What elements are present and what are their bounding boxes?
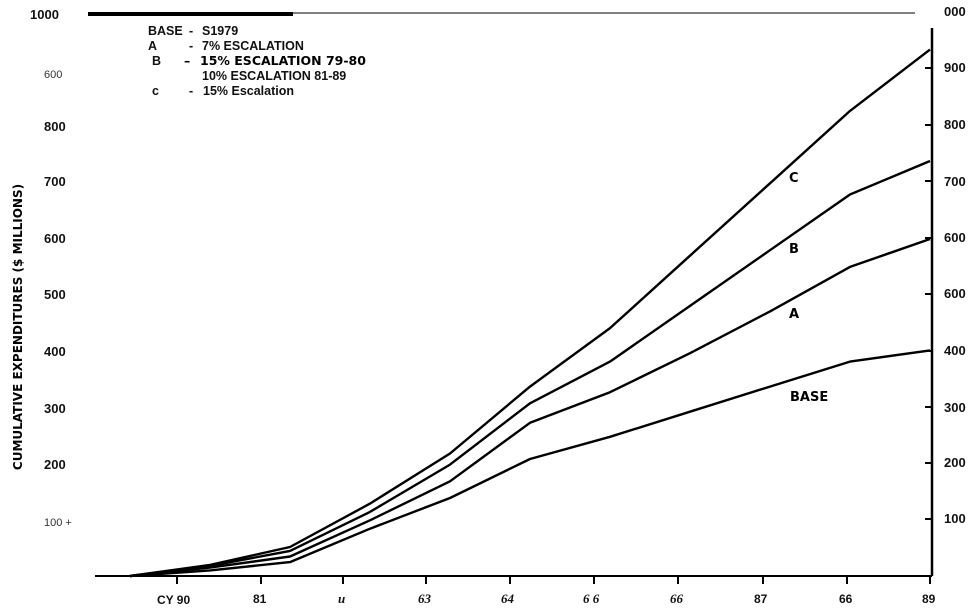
x-tick-label-6: 66 bbox=[670, 591, 684, 606]
series-line-a bbox=[129, 237, 931, 578]
svg-text:S1979: S1979 bbox=[202, 24, 238, 38]
y-tick-right-1: 900 bbox=[944, 60, 966, 75]
y-tick-left-1: 600 bbox=[44, 69, 62, 81]
svg-text:-: - bbox=[189, 39, 193, 53]
series-label-base: BASE bbox=[790, 390, 828, 405]
svg-text:-: - bbox=[189, 24, 193, 38]
y-tick-left-4: 600 bbox=[44, 231, 66, 246]
y-tick-left-9: 100 + bbox=[44, 517, 72, 529]
x-tick-label-0: CY 90 bbox=[157, 593, 190, 607]
series-line-b bbox=[129, 159, 931, 578]
y-axis-title: CUMULATIVE EXPENDITURES ($ MILLIONS) bbox=[11, 184, 25, 470]
y-tick-right-0: 000 bbox=[944, 4, 966, 19]
y-tick-right-4: 600 bbox=[944, 230, 966, 245]
series-lines bbox=[129, 48, 931, 578]
series-line-c bbox=[129, 48, 931, 578]
y-tick-right-3: 700 bbox=[944, 174, 966, 189]
x-tick-label-5: 6 6 bbox=[583, 591, 600, 606]
x-tick-label-8: 66 bbox=[839, 592, 853, 606]
legend: BASE - S1979 A - 7% ESCALATION B – 15% E… bbox=[148, 24, 366, 98]
series-line-base bbox=[129, 349, 931, 578]
x-tick-label-4: 64 bbox=[501, 591, 515, 606]
legend-entry-b: B – 15% ESCALATION 79-80 bbox=[152, 53, 366, 68]
series-label-a: A bbox=[789, 307, 799, 322]
svg-text:15% ESCALATION 79-80: 15% ESCALATION 79-80 bbox=[200, 53, 366, 68]
y-tick-right-6: 400 bbox=[944, 343, 966, 358]
y-tick-left-7: 300 bbox=[44, 401, 66, 416]
y-tick-left-3: 700 bbox=[44, 174, 66, 189]
svg-text:BASE: BASE bbox=[148, 24, 183, 38]
y-tick-right-9: 100 bbox=[944, 511, 966, 526]
y-tick-right-7: 300 bbox=[944, 400, 966, 415]
legend-entry-base: BASE - S1979 bbox=[148, 24, 238, 38]
svg-text:–: – bbox=[184, 53, 190, 68]
svg-text:B: B bbox=[152, 54, 161, 68]
x-tick-label-9: 89 bbox=[922, 592, 936, 606]
left-y-ticks: 1000 600 800 700 600 500 400 300 200 100… bbox=[30, 7, 72, 529]
series-label-b: B bbox=[789, 242, 799, 257]
y-tick-left-2: 800 bbox=[44, 119, 66, 134]
y-tick-left-5: 500 bbox=[44, 287, 66, 302]
svg-text:A: A bbox=[148, 39, 157, 53]
svg-text:15% Escalation: 15% Escalation bbox=[203, 84, 294, 98]
x-ticks: CY 90 81 u 63 64 6 6 66 87 66 89 bbox=[157, 576, 936, 607]
series-labels: C B A BASE bbox=[789, 171, 828, 405]
legend-entry-a: A - 7% ESCALATION bbox=[148, 39, 304, 53]
legend-entry-c: c - 15% Escalation bbox=[152, 84, 294, 98]
x-tick-label-3: 63 bbox=[418, 591, 432, 606]
y-tick-right-5: 600 bbox=[944, 286, 966, 301]
svg-text:c: c bbox=[152, 84, 159, 98]
x-tick-label-7: 87 bbox=[754, 592, 768, 606]
y-tick-right-2: 800 bbox=[944, 117, 966, 132]
svg-text:-: - bbox=[189, 84, 193, 98]
y-tick-right-8: 200 bbox=[944, 455, 966, 470]
y-tick-left-0: 1000 bbox=[30, 7, 59, 22]
y-tick-left-8: 200 bbox=[44, 457, 66, 472]
svg-text:7% ESCALATION: 7% ESCALATION bbox=[202, 39, 304, 53]
x-tick-label-2: u bbox=[338, 591, 345, 606]
right-y-ticks: 000 900 800 700 600 600 400 300 200 100 bbox=[925, 4, 966, 526]
y-tick-left-6: 400 bbox=[44, 344, 66, 359]
svg-text:10% ESCALATION 81-89: 10% ESCALATION 81-89 bbox=[202, 69, 346, 83]
x-tick-label-1: 81 bbox=[253, 592, 267, 606]
legend-entry-b-continued: 10% ESCALATION 81-89 bbox=[202, 69, 346, 83]
series-label-c: C bbox=[789, 171, 799, 186]
